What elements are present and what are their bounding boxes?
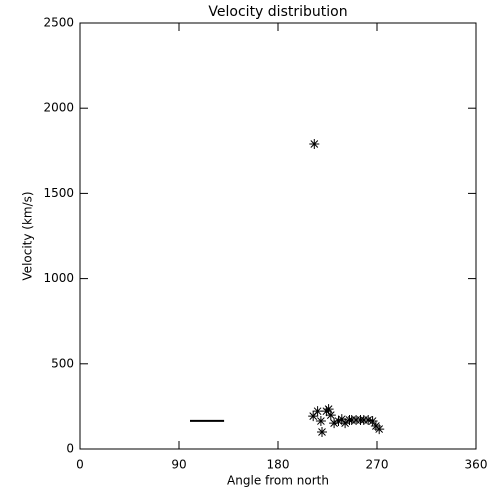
- point: [374, 424, 385, 435]
- point: [363, 415, 374, 426]
- point: [336, 414, 347, 425]
- x-tick-label: 180: [267, 458, 290, 472]
- point: [315, 416, 326, 427]
- point: [367, 416, 378, 427]
- y-tick-label: 1500: [43, 186, 74, 200]
- point: [317, 426, 327, 437]
- y-tick-label: 0: [66, 442, 74, 456]
- point: [325, 410, 336, 421]
- point: [323, 404, 334, 415]
- plot-frame: [79, 22, 477, 450]
- y-tick-label: 500: [51, 356, 74, 370]
- point: [312, 406, 323, 417]
- y-axis-label: Velocity (km/s): [21, 191, 35, 280]
- point: [333, 416, 344, 427]
- chart-title: Velocity distribution: [208, 4, 347, 20]
- point: [308, 411, 319, 422]
- x-tick-label: 360: [465, 458, 488, 472]
- x-tick-label: 270: [366, 458, 389, 472]
- y-tick-label: 1000: [43, 271, 74, 285]
- y-tick-label: 2500: [43, 16, 74, 30]
- y-tick-label: 2000: [43, 101, 74, 115]
- point: [340, 418, 351, 429]
- x-axis-label: Angle from north: [227, 474, 329, 488]
- point: [309, 138, 320, 149]
- x-tick-label: 90: [171, 458, 186, 472]
- x-tick-label: 0: [76, 458, 84, 472]
- point: [329, 418, 340, 429]
